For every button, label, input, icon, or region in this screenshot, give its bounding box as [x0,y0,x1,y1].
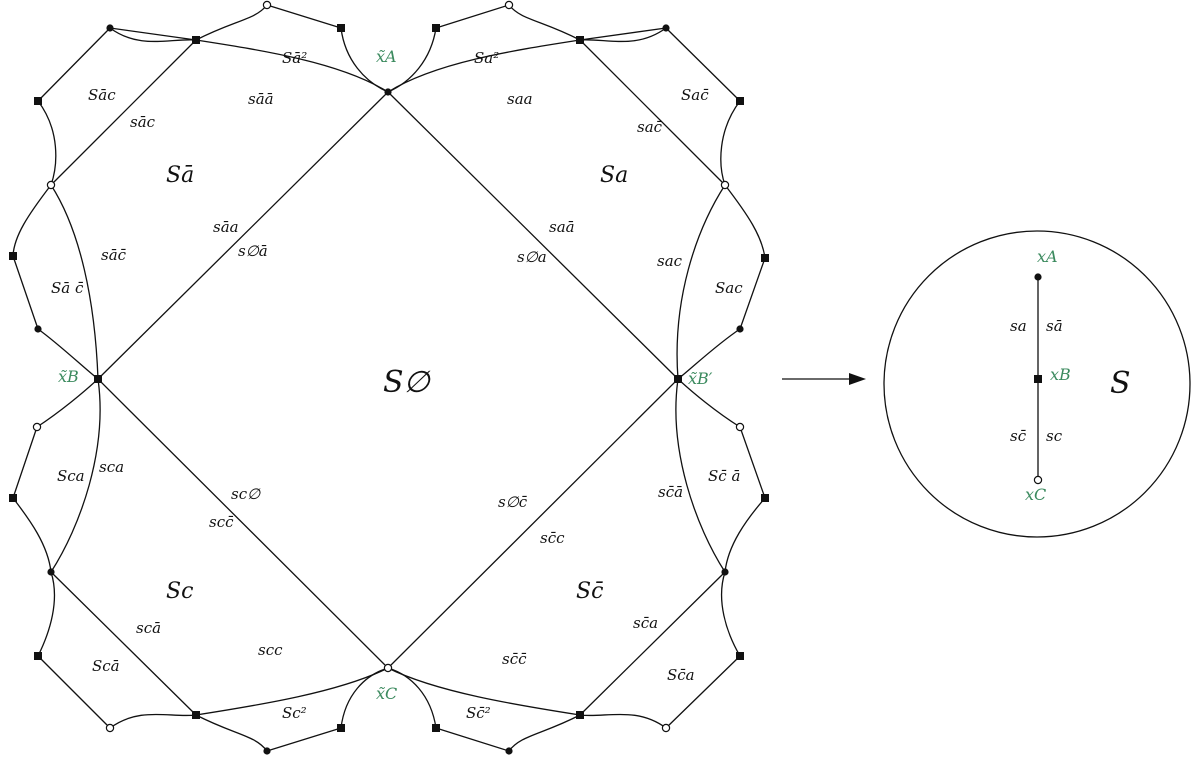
edge-label: sāā [248,90,274,108]
edge-label: scc [258,641,283,659]
vertex-square [337,24,345,32]
edge-label: sā [1046,317,1063,335]
right-figure: S xA xB xC sa sā sc̄ sc [883,230,1191,538]
vertex-open [1033,475,1043,485]
vertex-open [32,422,42,432]
node-label-xA: xA [1037,247,1058,266]
node-label-xC: xC [1025,485,1046,504]
vertex-square [576,36,584,44]
vertices [9,0,769,755]
vertex-square [674,375,682,383]
inner-square [97,91,679,669]
vertex-filled [1034,273,1042,281]
vertex-open [262,0,272,10]
edge-label: sāc [130,113,156,131]
region-label: Sa² [474,49,499,67]
node-label-xBp: x̃B′ [688,369,713,388]
edge-label: sac̄ [637,118,663,136]
vertex-square [192,36,200,44]
space-label: S [1110,366,1131,401]
vertex-square [34,97,42,105]
region-label: Sc [166,579,193,604]
vertex-square [1034,375,1042,383]
vertex-filled [721,568,729,576]
region-label: Sc̄ ā [708,467,740,485]
vertex-square [192,711,200,719]
region-label: Sc̄ [576,579,603,604]
vertex-square [576,711,584,719]
curved-edges [12,4,766,752]
edge-label: scā [136,619,161,637]
region-label: Sā² [282,49,307,67]
edge-label: s∅a [517,248,547,266]
vertex-open [504,0,514,10]
vertex-open [661,723,671,733]
edge-label: saā [549,218,575,236]
space-circle [883,230,1191,538]
region-labels: S∅ Sā Sa Sc Sc̄ Sā² Sa² Sc² Sc̄² Sāc Sac… [51,49,743,722]
region-label: Sā c̄ [51,279,84,297]
vertex-filled [47,568,55,576]
vertex-square [9,494,17,502]
region-label: Sāc [88,86,116,104]
region-label: Sc̄² [466,704,491,722]
region-label: Sca [57,467,85,485]
edge-label: sāc̄ [101,246,127,264]
center-region-label: S∅ [383,365,432,400]
vertex-square [432,24,440,32]
edge-label: sāa [213,218,239,236]
vertex-filled [505,747,513,755]
vertex-square [9,252,17,260]
edge-label: sc̄ā [658,483,683,501]
vertex-square [34,652,42,660]
edge-label: sc∅ [231,485,261,503]
node-label-xA: x̃A [376,47,397,66]
right-arrow-icon [782,373,866,385]
node-label-xB: xB [1050,365,1071,384]
vertex-square [761,494,769,502]
region-label: Sac̄ [681,86,709,104]
node-labels: x̃A x̃B x̃B′ x̃C [58,47,713,703]
region-label: Sā [166,163,194,188]
region-label: Sc² [282,704,307,722]
node-label-xB: x̃B [58,367,79,386]
vertex-filled [106,24,114,32]
vertex-open [720,180,730,190]
vertex-square [761,254,769,262]
vertex-filled [384,88,392,96]
region-label: Sac [715,279,743,297]
vertex-open [735,422,745,432]
vertex-square [94,375,102,383]
edge-labels: sāā saa sāc sac̄ sāa s∅ā saā s∅a sāc̄ sa… [99,90,683,668]
region-label: Sa [600,163,628,188]
edge-label: sc̄a [633,614,658,632]
edge-label: s∅ā [238,242,268,260]
edge-label: sa [1010,317,1027,335]
region-label: Scā [92,657,120,675]
edge-label: sc̄c̄ [502,650,527,668]
vertex-open [383,663,393,673]
edge-label: sac [657,252,683,270]
corner-square-lines [12,4,766,752]
vertex-filled [34,325,42,333]
vertex-open [105,723,115,733]
edge-label: sc̄c [540,529,565,547]
edge-label: sc [1046,427,1063,445]
vertex-square [736,652,744,660]
vertex-open [46,180,56,190]
edge-label: saa [507,90,533,108]
vertex-square [432,724,440,732]
edge-label: sc̄ [1010,427,1027,445]
edge-label: s∅c̄ [498,493,528,511]
vertex-filled [736,325,744,333]
vertex-filled [662,24,670,32]
node-label-xC: x̃C [376,684,397,703]
region-label: Sc̄a [667,666,695,684]
vertex-filled [263,747,271,755]
vertex-square [337,724,345,732]
edge-label: sca [99,458,124,476]
edge-label: scc̄ [209,513,234,531]
vertex-square [736,97,744,105]
